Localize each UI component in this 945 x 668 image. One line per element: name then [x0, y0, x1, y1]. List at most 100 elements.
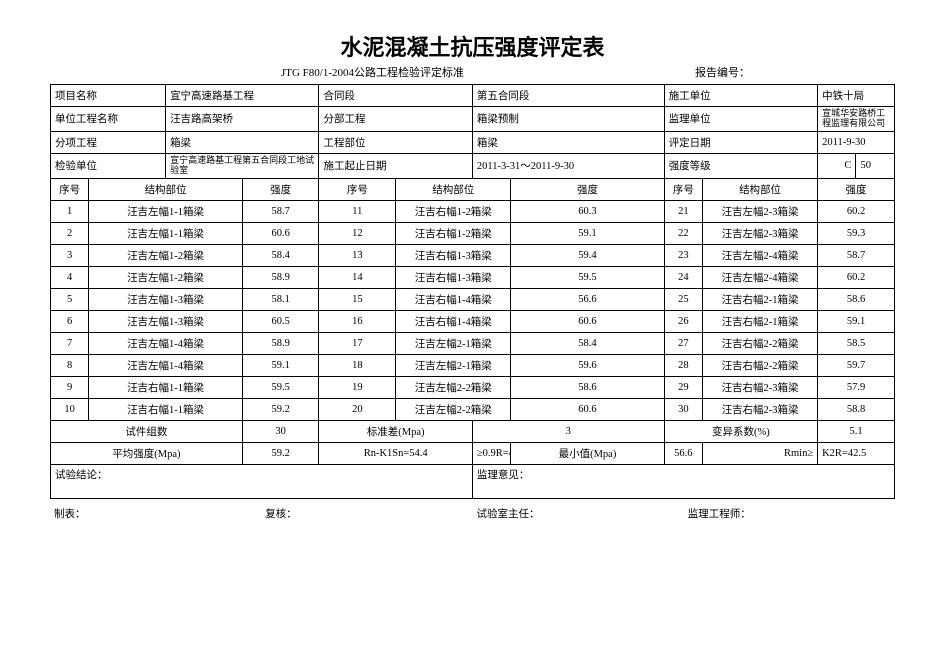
cell-strength: 56.6	[511, 288, 664, 310]
val-project-name: 宣宁高速路基工程	[166, 85, 319, 107]
lbl-construction-unit: 施工单位	[664, 85, 817, 107]
cell-strength: 59.2	[242, 398, 319, 420]
cell-seq: 19	[319, 376, 396, 398]
sig-supervision-engineer: 监理工程师：	[684, 503, 895, 525]
dh-part-1: 结构部位	[89, 178, 242, 200]
cell-seq: 2	[51, 222, 89, 244]
cell-part: 汪吉左幅2-2箱梁	[396, 376, 511, 398]
summary-row-1: 试件组数 30 标准差(Mpa) 3 变异系数(%) 5.1	[51, 420, 895, 442]
cell-strength: 58.7	[818, 244, 895, 266]
cell-seq: 12	[319, 222, 396, 244]
hdr-row-1: 项目名称 宣宁高速路基工程 合同段 第五合同段 施工单位 中铁十局	[51, 85, 895, 107]
lbl-std-dev: 标准差(Mpa)	[319, 420, 472, 442]
cell-strength: 59.6	[511, 354, 664, 376]
cell-strength: 58.6	[818, 288, 895, 310]
cell-part: 汪吉左幅2-2箱梁	[396, 398, 511, 420]
cell-part: 汪吉左幅1-3箱梁	[89, 310, 242, 332]
lbl-subdivision: 分部工程	[319, 107, 472, 132]
lbl-test-conclusion: 试验结论：	[51, 464, 473, 498]
val-inspection-unit: 宣宁高速路基工程第五合同段工地试验室	[166, 153, 319, 178]
lbl-cv: 变异系数(%)	[664, 420, 817, 442]
dh-str-2: 强度	[511, 178, 664, 200]
cell-strength: 60.6	[511, 310, 664, 332]
subtitle-row: JTG F80/1-2004公路工程检验评定标准 报告编号：	[50, 64, 895, 80]
cell-strength: 58.8	[818, 398, 895, 420]
cell-seq: 9	[51, 376, 89, 398]
hdr-row-3: 分项工程 箱梁 工程部位 箱梁 评定日期 2011-9-30	[51, 131, 895, 153]
dh-part-2: 结构部位	[396, 178, 511, 200]
val-construction-unit: 中铁十局	[818, 85, 895, 107]
cell-seq: 27	[664, 332, 702, 354]
report-number-label: 报告编号：	[695, 64, 895, 80]
hdr-row-4: 检验单位 宣宁高速路基工程第五合同段工地试验室 施工起止日期 2011-3-31…	[51, 153, 895, 178]
cell-seq: 28	[664, 354, 702, 376]
val-contract-section: 第五合同段	[472, 85, 664, 107]
val-std-dev: 3	[472, 420, 664, 442]
conclusion-row: 试验结论： 监理意见：	[51, 464, 895, 498]
lbl-inspection-unit: 检验单位	[51, 153, 166, 178]
cell-strength: 60.3	[511, 200, 664, 222]
summary-row-2: 平均强度(Mpa) 59.2 Rn-K1Sn=54.4 ≥0.9R=45 最小值…	[51, 442, 895, 464]
lbl-rn-formula: Rn-K1Sn=54.4	[319, 442, 472, 464]
lbl-construction-dates: 施工起止日期	[319, 153, 472, 178]
cell-seq: 29	[664, 376, 702, 398]
table-row: 7汪吉左幅1-4箱梁58.917汪吉左幅2-1箱梁58.427汪吉右幅2-2箱梁…	[51, 332, 895, 354]
table-row: 8汪吉左幅1-4箱梁59.118汪吉左幅2-1箱梁59.628汪吉右幅2-2箱梁…	[51, 354, 895, 376]
val-cv: 5.1	[818, 420, 895, 442]
subtitle-standard: JTG F80/1-2004公路工程检验评定标准	[50, 64, 695, 80]
cell-part: 汪吉右幅1-2箱梁	[396, 200, 511, 222]
lbl-min-value: 最小值(Mpa)	[511, 442, 664, 464]
cell-strength: 59.3	[818, 222, 895, 244]
cell-seq: 21	[664, 200, 702, 222]
cell-seq: 1	[51, 200, 89, 222]
cell-seq: 16	[319, 310, 396, 332]
val-sub-project: 箱梁	[166, 131, 319, 153]
cell-part: 汪吉右幅2-1箱梁	[703, 310, 818, 332]
data-header: 序号 结构部位 强度 序号 结构部位 强度 序号 结构部位 强度	[51, 178, 895, 200]
dh-str-1: 强度	[242, 178, 319, 200]
dh-part-3: 结构部位	[703, 178, 818, 200]
cell-part: 汪吉右幅1-1箱梁	[89, 398, 242, 420]
cell-seq: 25	[664, 288, 702, 310]
cell-part: 汪吉右幅2-3箱梁	[703, 398, 818, 420]
cell-part: 汪吉左幅2-3箱梁	[703, 200, 818, 222]
table-row: 10汪吉右幅1-1箱梁59.220汪吉左幅2-2箱梁60.630汪吉右幅2-3箱…	[51, 398, 895, 420]
cell-strength: 59.4	[511, 244, 664, 266]
cell-part: 汪吉左幅2-1箱梁	[396, 354, 511, 376]
cell-seq: 15	[319, 288, 396, 310]
val-k2r: K2R=42.5	[818, 442, 895, 464]
cell-strength: 59.1	[818, 310, 895, 332]
cell-seq: 10	[51, 398, 89, 420]
cell-seq: 20	[319, 398, 396, 420]
lbl-unit-project: 单位工程名称	[51, 107, 166, 132]
table-row: 1汪吉左幅1-1箱梁58.711汪吉右幅1-2箱梁60.321汪吉左幅2-3箱梁…	[51, 200, 895, 222]
cell-part: 汪吉左幅1-1箱梁	[89, 200, 242, 222]
cell-part: 汪吉右幅1-3箱梁	[396, 266, 511, 288]
lbl-supervision-unit: 监理单位	[664, 107, 817, 132]
cell-seq: 23	[664, 244, 702, 266]
lbl-strength-grade: 强度等级	[664, 153, 817, 178]
cell-strength: 59.7	[818, 354, 895, 376]
lbl-sub-project: 分项工程	[51, 131, 166, 153]
val-supervision-unit: 宣城华安路桥工程监理有限公司	[818, 107, 895, 132]
cell-seq: 7	[51, 332, 89, 354]
cell-part: 汪吉右幅1-3箱梁	[396, 244, 511, 266]
cell-strength: 58.9	[242, 332, 319, 354]
page-title: 水泥混凝土抗压强度评定表	[50, 30, 895, 62]
table-row: 6汪吉左幅1-3箱梁60.516汪吉右幅1-4箱梁60.626汪吉右幅2-1箱梁…	[51, 310, 895, 332]
cell-strength: 59.5	[242, 376, 319, 398]
cell-seq: 11	[319, 200, 396, 222]
cell-part: 汪吉左幅1-2箱梁	[89, 266, 242, 288]
cell-strength: 58.5	[818, 332, 895, 354]
lbl-position: 工程部位	[319, 131, 472, 153]
cell-seq: 6	[51, 310, 89, 332]
hdr-row-2: 单位工程名称 汪吉路高架桥 分部工程 箱梁预制 监理单位 宣城华安路桥工程监理有…	[51, 107, 895, 132]
cell-strength: 58.4	[242, 244, 319, 266]
lbl-avg-strength: 平均强度(Mpa)	[51, 442, 243, 464]
cell-part: 汪吉左幅2-3箱梁	[703, 222, 818, 244]
cell-part: 汪吉左幅2-4箱梁	[703, 244, 818, 266]
cell-part: 汪吉左幅2-1箱梁	[396, 332, 511, 354]
cell-strength: 60.5	[242, 310, 319, 332]
cell-part: 汪吉右幅1-2箱梁	[396, 222, 511, 244]
cell-strength: 58.9	[242, 266, 319, 288]
